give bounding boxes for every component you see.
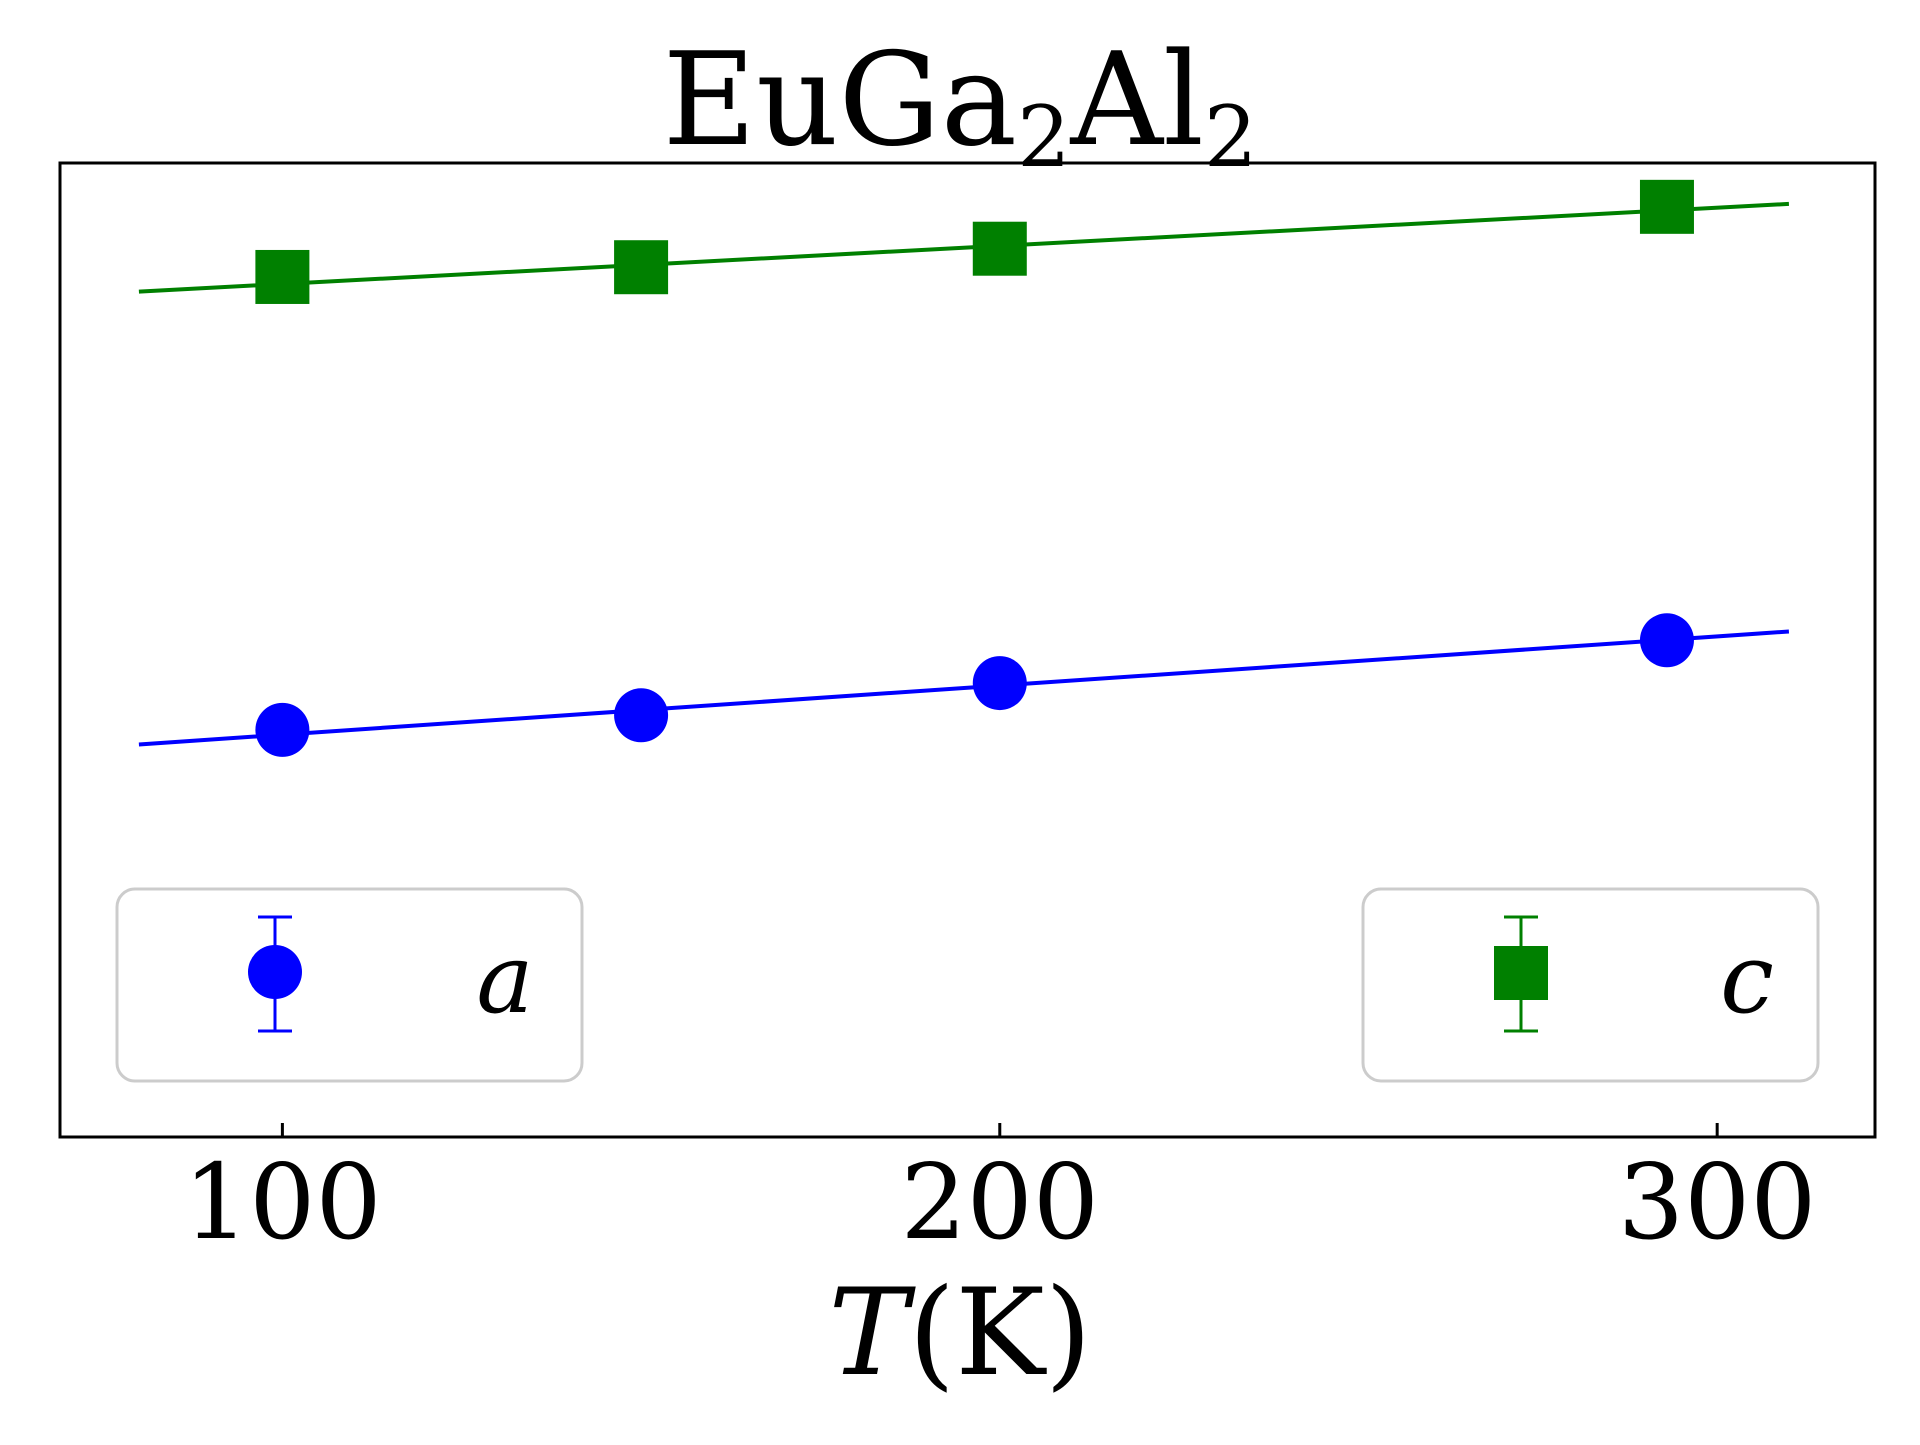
fit-line-a — [138, 629, 1790, 747]
x-axis-label: T(K) — [828, 1264, 1091, 1403]
legend-a: a — [115, 887, 584, 1083]
x-axis-label-unit: (K) — [908, 1264, 1091, 1403]
legend-c-box — [1361, 887, 1820, 1083]
x-tick-label: 200 — [901, 1141, 1100, 1263]
legend-a-marker — [248, 945, 302, 999]
data-point-c — [255, 249, 310, 304]
data-point-a — [972, 656, 1027, 711]
legend-a-box — [115, 887, 584, 1083]
x-axis-ticks: 100 200 300 — [183, 1123, 1816, 1263]
title-subscript: 2 — [1204, 88, 1257, 186]
data-point-c — [614, 240, 669, 295]
data-point-a — [1639, 613, 1694, 668]
data-point-c — [972, 221, 1027, 276]
data-point-a — [255, 702, 310, 757]
title-text-part: Al — [1070, 26, 1204, 175]
data-point-c — [1639, 179, 1694, 234]
x-tick-label: 100 — [183, 1141, 382, 1263]
legend-a-label: a — [476, 923, 533, 1035]
chart-title: EuGa2Al2 — [663, 26, 1258, 186]
legend-c-marker — [1494, 946, 1548, 1000]
series-layer — [138, 179, 1790, 757]
title-text-part: EuGa — [663, 26, 1017, 175]
plot-frame — [58, 161, 1877, 1139]
data-point-a — [614, 688, 669, 743]
x-tick-label: 300 — [1618, 1141, 1817, 1263]
fit-line-c — [138, 201, 1790, 294]
x-axis-label-symbol: T — [828, 1264, 916, 1403]
legend-c: c — [1361, 887, 1820, 1083]
legend-c-label: c — [1720, 923, 1774, 1035]
title-subscript: 2 — [1017, 88, 1070, 186]
